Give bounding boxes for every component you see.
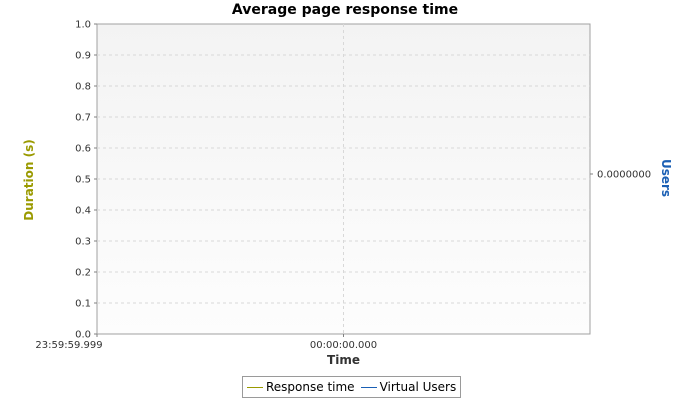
y-tick-label: 0.5 (75, 175, 91, 186)
x-axis-label: Time (327, 353, 360, 367)
y-tick-label: 0.9 (75, 51, 91, 62)
chart-title: Average page response time (231, 2, 459, 18)
y-tick-label: 0.4 (75, 206, 91, 217)
y-axis-label: Duration (s) (22, 139, 36, 221)
legend-label: Response time (266, 380, 355, 394)
y-tick-label: 0.2 (75, 268, 91, 279)
legend-swatch (247, 386, 263, 388)
y-tick-label: 0.6 (75, 144, 91, 155)
legend-item: Virtual Users (360, 380, 457, 394)
y-tick-label: 0.8 (75, 82, 91, 93)
grid-lines (97, 24, 590, 334)
legend: Response time Virtual Users (242, 376, 462, 398)
axes: 0.0 0.1 0.2 0.3 0.4 0.5 0.6 0.7 0.8 0.9 1.0 0.00000… (35, 20, 651, 352)
y-tick-label: 0.7 (75, 113, 91, 124)
x-tick-label: 00:00:00.000 (310, 340, 377, 351)
y2-axis-label: Users (659, 158, 673, 198)
legend-label: Virtual Users (379, 380, 457, 394)
legend-swatch (360, 386, 377, 388)
legend-item: Response time (247, 380, 355, 394)
y-tick-label: 1.0 (75, 20, 91, 31)
y-tick-label: 0.0 (75, 330, 91, 341)
y-tick-label: 0.1 (75, 299, 91, 310)
y2-tick-label: 0.0000000 (597, 170, 651, 181)
x-tick-label: 23:59:59.999 (35, 340, 102, 351)
y-tick-label: 0.3 (75, 237, 91, 248)
